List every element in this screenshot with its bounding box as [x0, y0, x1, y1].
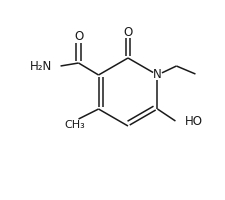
Text: O: O — [74, 30, 83, 44]
Text: HO: HO — [184, 114, 202, 128]
Text: O: O — [123, 25, 133, 38]
Text: N: N — [153, 68, 162, 82]
Text: CH₃: CH₃ — [64, 120, 85, 130]
Text: H₂N: H₂N — [30, 60, 53, 72]
